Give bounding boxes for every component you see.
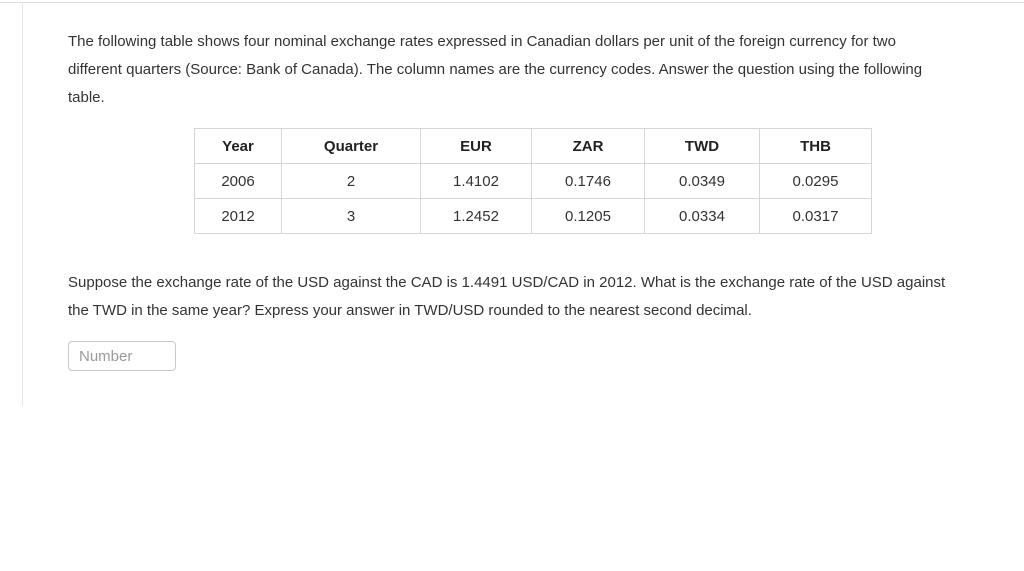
column-header-thb: THB	[759, 128, 872, 164]
table-row: 2012 3 1.2452 0.1205 0.0334 0.0317	[194, 198, 872, 234]
left-divider	[22, 3, 23, 406]
cell-eur: 1.4102	[420, 163, 532, 199]
column-header-eur: EUR	[420, 128, 532, 164]
question-line-2: the TWD in the same year? Express your a…	[68, 302, 752, 319]
cell-zar: 0.1205	[531, 198, 645, 234]
question-line-1: Suppose the exchange rate of the USD aga…	[68, 274, 946, 291]
exchange-rates-table: Year Quarter EUR ZAR TWD THB 2006 2 1.41…	[194, 128, 872, 234]
question-content: The following table shows four nominal e…	[68, 0, 998, 371]
intro-line-2: different quarters (Source: Bank of Cana…	[68, 61, 923, 78]
table-row: 2006 2 1.4102 0.1746 0.0349 0.0295	[194, 163, 872, 199]
cell-year: 2006	[194, 163, 282, 199]
intro-line-3: table.	[68, 89, 105, 106]
top-divider	[0, 2, 1024, 3]
cell-twd: 0.0334	[644, 198, 760, 234]
cell-quarter: 2	[281, 163, 421, 199]
column-header-year: Year	[194, 128, 282, 164]
intro-paragraph: The following table shows four nominal e…	[68, 28, 998, 112]
intro-line-1: The following table shows four nominal e…	[68, 33, 896, 50]
question-paragraph: Suppose the exchange rate of the USD aga…	[68, 269, 998, 325]
cell-zar: 0.1746	[531, 163, 645, 199]
cell-twd: 0.0349	[644, 163, 760, 199]
column-header-twd: TWD	[644, 128, 760, 164]
cell-thb: 0.0317	[759, 198, 872, 234]
answer-input[interactable]	[68, 341, 176, 371]
cell-thb: 0.0295	[759, 163, 872, 199]
column-header-zar: ZAR	[531, 128, 645, 164]
cell-eur: 1.2452	[420, 198, 532, 234]
cell-quarter: 3	[281, 198, 421, 234]
table-header-row: Year Quarter EUR ZAR TWD THB	[194, 128, 872, 164]
column-header-quarter: Quarter	[281, 128, 421, 164]
cell-year: 2012	[194, 198, 282, 234]
